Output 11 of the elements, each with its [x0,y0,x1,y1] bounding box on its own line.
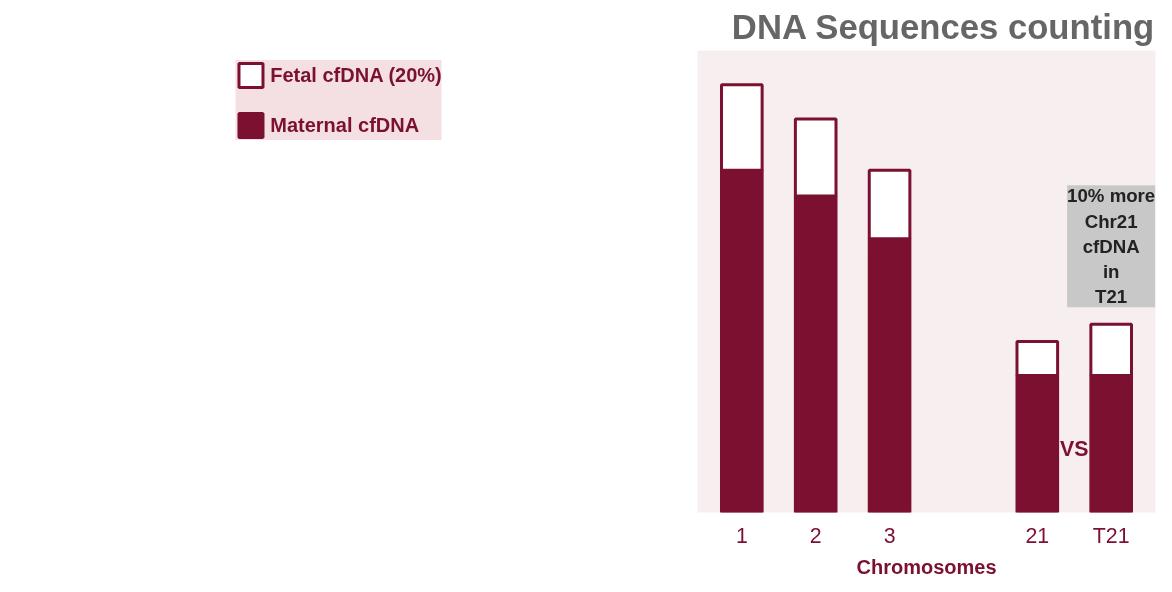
x-tick-label: 21 [1025,523,1050,548]
legend-label: Maternal cfDNA [270,113,420,137]
x-tick-label: T21 [1092,523,1130,548]
chart-title: DNA Sequences counting [731,7,1155,46]
annotation: 10% more Chr21 cfDNA in T21 [1067,185,1156,308]
x-tick-label: 3 [883,523,896,548]
legend-label: Fetal cfDNA (20%) [270,63,442,87]
x-tick-label: 1 [735,523,748,548]
annotation: VS [1060,437,1089,462]
x-tick-label: 2 [809,523,822,548]
x-axis-title: Chromosomes [856,555,997,578]
